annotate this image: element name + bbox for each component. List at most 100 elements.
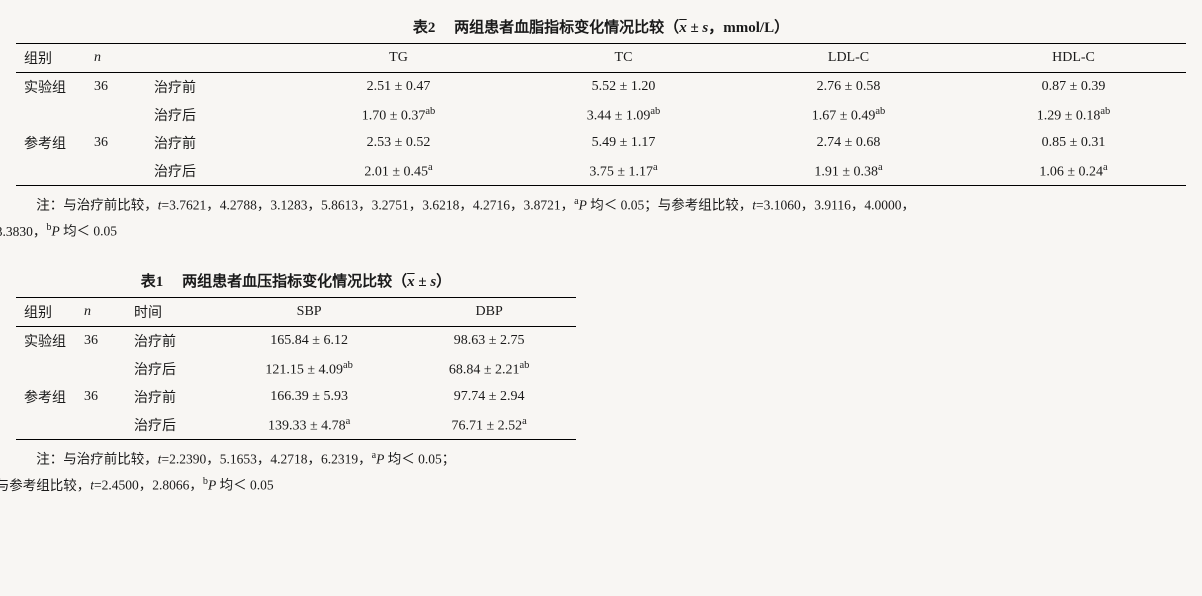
note-text: 与参考组比较， <box>0 478 90 493</box>
table-row: 参考组36治疗前166.39 ± 5.9397.74 ± 2.94 <box>16 383 576 411</box>
table-cell: 76.71 ± 2.52a <box>402 411 576 440</box>
table-row: 实验组36治疗前2.51 ± 0.475.52 ± 1.202.76 ± 0.5… <box>16 73 1186 102</box>
table2-header-row: 组别 n TG TC LDL-C HDL-C <box>16 44 1186 73</box>
table-cell: 2.51 ± 0.47 <box>286 73 511 102</box>
table-cell: 治疗前 <box>126 383 216 411</box>
note-text: 均＜ 0.05 <box>60 224 117 239</box>
th-tg: TG <box>286 44 511 73</box>
table-cell: 治疗后 <box>146 101 286 129</box>
superscript: ab <box>520 360 530 371</box>
table-cell <box>76 355 126 383</box>
table1: 组别 n 时间 SBP DBP 实验组36治疗前165.84 ± 6.1298.… <box>16 297 576 440</box>
table-row: 治疗后1.70 ± 0.37ab3.44 ± 1.09ab1.67 ± 0.49… <box>16 101 1186 129</box>
th-n: n <box>76 298 126 327</box>
table2-title-stat: ± s <box>687 20 709 36</box>
note-text: 均＜ 0.05； <box>384 452 455 467</box>
superscript: a <box>1103 162 1108 173</box>
table-cell: 0.85 ± 0.31 <box>961 129 1186 157</box>
table-cell <box>16 411 76 440</box>
table-cell: 治疗后 <box>126 411 216 440</box>
note-text: 注：与治疗前比较， <box>36 452 158 467</box>
table-cell: 1.91 ± 0.38a <box>736 157 961 186</box>
table2-block: 表2 两组患者血脂指标变化情况比较（x ± s，mmol/L） 组别 n TG … <box>16 16 1186 244</box>
table2-body: 实验组36治疗前2.51 ± 0.475.52 ± 1.202.76 ± 0.5… <box>16 73 1186 186</box>
th-group: 组别 <box>16 298 76 327</box>
table-cell: 2.76 ± 0.58 <box>736 73 961 102</box>
superscript: a <box>653 162 658 173</box>
note-text: 注：与治疗前比较， <box>36 198 158 213</box>
table-cell: 3.75 ± 1.17a <box>511 157 736 186</box>
table-cell: 36 <box>86 73 146 102</box>
table-cell: 实验组 <box>16 73 86 102</box>
table2-note: 注：与治疗前比较，t=3.7621，4.2788，3.1283，5.8613，3… <box>16 192 1186 244</box>
table-cell: 治疗后 <box>126 355 216 383</box>
table-cell <box>16 157 86 186</box>
table-cell: 2.74 ± 0.68 <box>736 129 961 157</box>
table-cell <box>86 101 146 129</box>
table-cell: 98.63 ± 2.75 <box>402 327 576 356</box>
table1-note: 注：与治疗前比较，t=2.2390，5.1653，4.2718，6.2319，a… <box>16 446 576 498</box>
superscript: ab <box>650 106 660 117</box>
th-time: 时间 <box>126 298 216 327</box>
note-text: 3.3830， <box>0 224 46 239</box>
table-row: 治疗后139.33 ± 4.78a76.71 ± 2.52a <box>16 411 576 440</box>
xbar-symbol: x <box>407 274 415 290</box>
table1-title-prefix: 表1 <box>141 274 164 290</box>
table-row: 参考组36治疗前2.53 ± 0.525.49 ± 1.172.74 ± 0.6… <box>16 129 1186 157</box>
table-cell <box>86 157 146 186</box>
superscript: ab <box>1100 106 1110 117</box>
table-cell: 68.84 ± 2.21ab <box>402 355 576 383</box>
table1-title: 表1 两组患者血压指标变化情况比较（x ± s） <box>16 270 576 291</box>
superscript: ab <box>875 106 885 117</box>
note-text: 均＜ 0.05 <box>216 478 273 493</box>
th-group: 组别 <box>16 44 86 73</box>
table1-title-stat: ± s <box>415 274 437 290</box>
table-cell: 2.53 ± 0.52 <box>286 129 511 157</box>
superscript: ab <box>343 360 353 371</box>
table-cell: 治疗前 <box>146 129 286 157</box>
table-cell: 实验组 <box>16 327 76 356</box>
table-cell: 治疗前 <box>146 73 286 102</box>
table2-title-unit: ，mmol/L） <box>708 20 789 36</box>
table-row: 治疗后121.15 ± 4.09ab68.84 ± 2.21ab <box>16 355 576 383</box>
table2-title-prefix: 表2 <box>413 20 436 36</box>
table-cell: 121.15 ± 4.09ab <box>216 355 402 383</box>
table-cell: 97.74 ± 2.94 <box>402 383 576 411</box>
table-cell: 5.49 ± 1.17 <box>511 129 736 157</box>
xbar-symbol: x <box>679 20 687 36</box>
table-cell: 165.84 ± 6.12 <box>216 327 402 356</box>
table1-title-unit: ） <box>436 274 451 290</box>
table-cell: 139.33 ± 4.78a <box>216 411 402 440</box>
th-ldl: LDL-C <box>736 44 961 73</box>
th-tc: TC <box>511 44 736 73</box>
superscript: a <box>522 416 527 427</box>
table2-title-main: 两组患者血脂指标变化情况比较（ <box>454 20 679 36</box>
th-sbp: SBP <box>216 298 402 327</box>
th-dbp: DBP <box>402 298 576 327</box>
table-cell <box>16 101 86 129</box>
th-n: n <box>86 44 146 73</box>
table-cell: 1.29 ± 0.18ab <box>961 101 1186 129</box>
table2-title: 表2 两组患者血脂指标变化情况比较（x ± s，mmol/L） <box>16 16 1186 37</box>
note-text: =2.4500，2.8066， <box>94 478 203 493</box>
table-cell: 36 <box>76 327 126 356</box>
th-hdl: HDL-C <box>961 44 1186 73</box>
table-row: 实验组36治疗前165.84 ± 6.1298.63 ± 2.75 <box>16 327 576 356</box>
superscript: a <box>346 416 351 427</box>
P-symbol: P <box>579 198 587 213</box>
table-cell: 参考组 <box>16 383 76 411</box>
note-text: =3.7621，4.2788，3.1283，5.8613，3.2751，3.62… <box>162 198 575 213</box>
P-symbol: P <box>51 224 59 239</box>
table-cell: 36 <box>86 129 146 157</box>
table-cell: 5.52 ± 1.20 <box>511 73 736 102</box>
note-text: 均＜ 0.05；与参考组比较， <box>587 198 752 213</box>
note-text: =3.1060，3.9116，4.0000， <box>756 198 915 213</box>
table1-body: 实验组36治疗前165.84 ± 6.1298.63 ± 2.75治疗后121.… <box>16 327 576 440</box>
table-cell <box>16 355 76 383</box>
table-cell: 0.87 ± 0.39 <box>961 73 1186 102</box>
table-cell: 36 <box>76 383 126 411</box>
table-cell: 治疗前 <box>126 327 216 356</box>
table-row: 治疗后2.01 ± 0.45a3.75 ± 1.17a1.91 ± 0.38a1… <box>16 157 1186 186</box>
table2: 组别 n TG TC LDL-C HDL-C 实验组36治疗前2.51 ± 0.… <box>16 43 1186 186</box>
P-symbol: P <box>208 478 216 493</box>
